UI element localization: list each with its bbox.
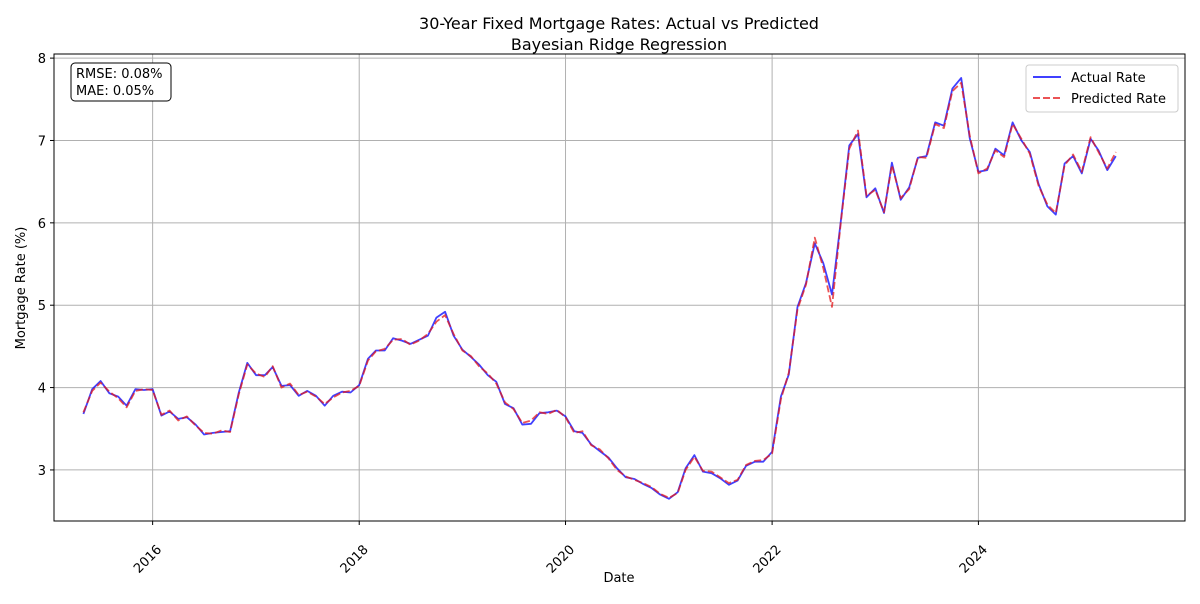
legend-label-predicted: Predicted Rate <box>1071 92 1166 107</box>
grid <box>54 54 1185 521</box>
series-line-predicted <box>82 81 1117 499</box>
x-axis-label: Date <box>603 571 634 586</box>
legend-label-actual: Actual Rate <box>1071 71 1146 86</box>
x-tick-label: 2016 <box>131 543 165 577</box>
y-tick-label: 7 <box>38 134 46 149</box>
legend: Actual Rate Predicted Rate <box>1025 64 1179 113</box>
y-tick-label: 5 <box>38 299 46 314</box>
y-tick-label: 6 <box>38 217 46 232</box>
x-tick-label: 2024 <box>957 543 991 577</box>
series-line-actual <box>82 77 1117 500</box>
rmse-text: RMSE: 0.08% <box>76 67 163 82</box>
chart-subtitle: Bayesian Ridge Regression <box>511 35 727 54</box>
plot-frame <box>53 53 1186 522</box>
chart-title: 30-Year Fixed Mortgage Rates: Actual vs … <box>419 14 819 33</box>
y-tick-label: 3 <box>38 464 46 479</box>
y-axis-label: Mortgage Rate (%) <box>14 227 29 350</box>
plot-lines <box>82 77 1117 500</box>
axes: 3 4 5 6 7 8 2016 2018 2020 2022 2024 <box>38 52 991 576</box>
x-tick-label: 2020 <box>544 543 578 577</box>
metrics-box: RMSE: 0.08% MAE: 0.05% <box>70 62 172 102</box>
x-tick-label: 2018 <box>338 543 372 577</box>
y-tick-label: 8 <box>38 52 46 67</box>
mae-text: MAE: 0.05% <box>76 84 154 99</box>
y-tick-label: 4 <box>38 382 46 397</box>
x-tick-label: 2022 <box>751 543 785 577</box>
